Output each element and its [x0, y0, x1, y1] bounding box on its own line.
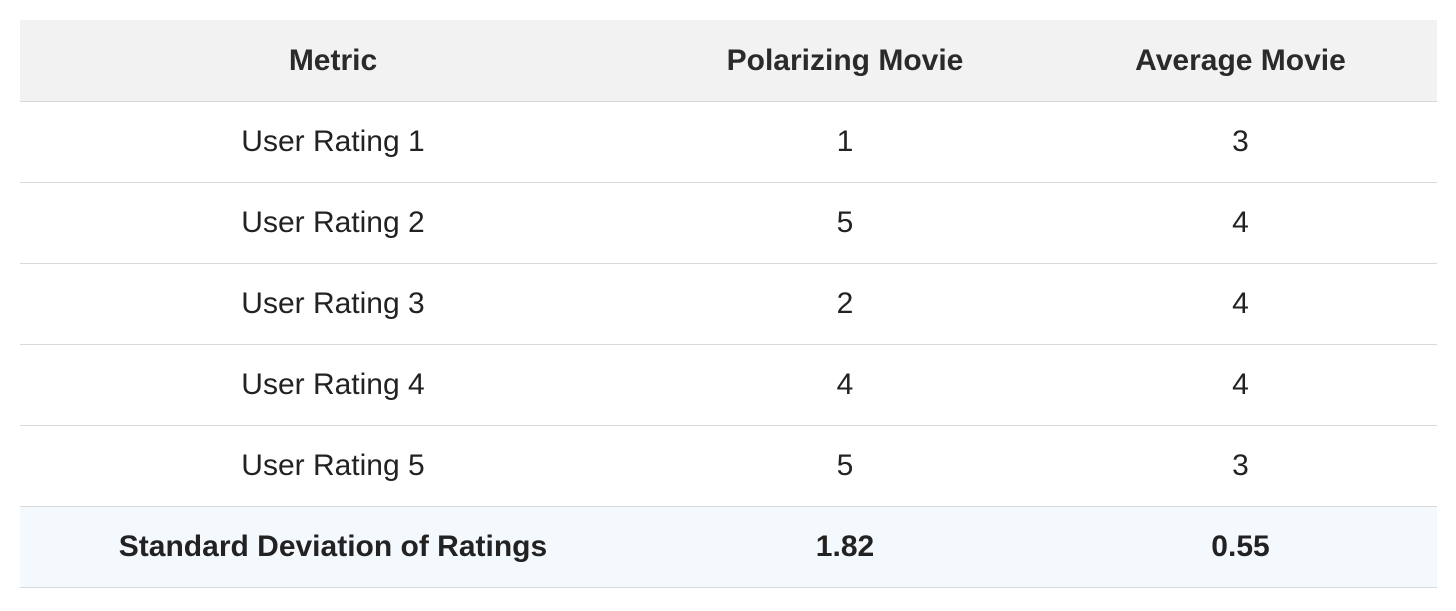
- header-cell: Average Movie: [1044, 20, 1437, 102]
- table-cell: 4: [1044, 182, 1437, 264]
- table-cell: 5: [646, 425, 1044, 507]
- row-label: User Rating 4: [20, 344, 646, 426]
- table-cell: 3: [1044, 425, 1437, 507]
- table-cell: 4: [1044, 263, 1437, 345]
- table-cell: 2: [646, 263, 1044, 345]
- table-cell: 4: [1044, 344, 1437, 426]
- table-cell: 0.55: [1044, 506, 1437, 588]
- header-cell: Polarizing Movie: [646, 20, 1044, 102]
- row-label: User Rating 2: [20, 182, 646, 264]
- row-label: Standard Deviation of Ratings: [20, 506, 646, 588]
- comparison-table: Metric Polarizing Movie Average Movie User…: [20, 20, 1437, 588]
- row-label: User Rating 5: [20, 425, 646, 507]
- header-row: Metric Polarizing Movie Average Movie: [20, 20, 1437, 102]
- row-label: User Rating 3: [20, 263, 646, 345]
- header-cell: Metric: [20, 20, 646, 102]
- table-cell: 4: [646, 344, 1044, 426]
- table-cell: 1.82: [646, 506, 1044, 588]
- table-cell: 5: [646, 182, 1044, 264]
- row-label: User Rating 1: [20, 101, 646, 183]
- summary-row: Standard Deviation of Ratings 1.82 0.55: [20, 506, 1437, 588]
- table-cell: 1: [646, 101, 1044, 183]
- table-cell: 3: [1044, 101, 1437, 183]
